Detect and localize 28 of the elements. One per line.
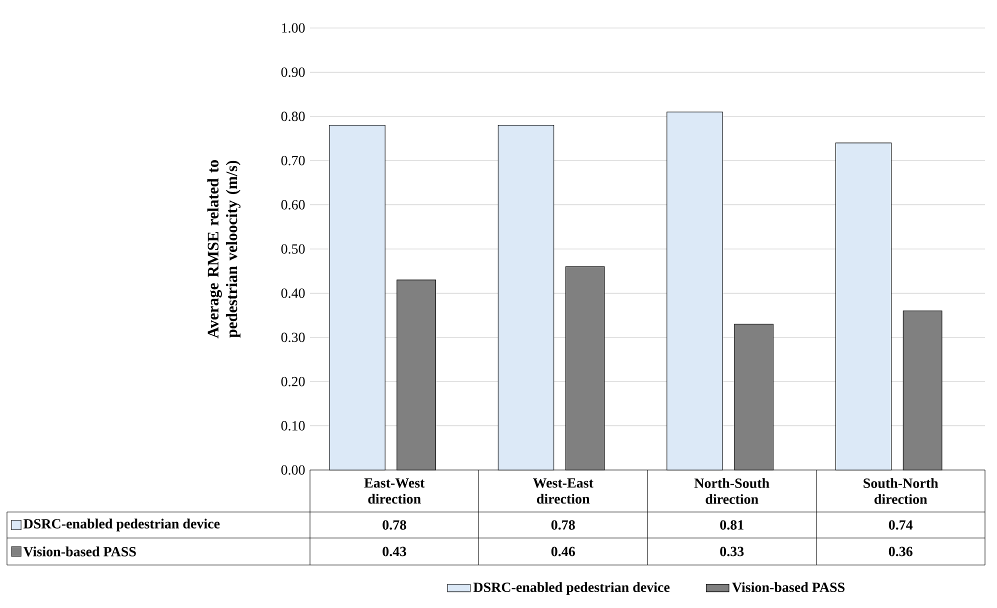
data-label: 0.78	[382, 520, 406, 530]
y-tick-label: 0.80	[281, 112, 305, 122]
legend-label: DSRC-enabled pedestrian device	[473, 582, 670, 595]
legend-label: Vision-based PASS	[732, 582, 845, 592]
y-tick-label: 1.00	[282, 23, 305, 33]
text: DSRC-enabled pedestrian device	[24, 518, 220, 532]
y-axis-title: Average RMSE related to pedestrian veloocity (m/s)	[207, 160, 240, 338]
y-tick-label: 0.90	[281, 67, 305, 77]
data-label: 0.33	[720, 546, 744, 556]
data-label: 0.74	[888, 520, 913, 530]
data-label: 0.36	[888, 546, 912, 556]
x-tick-label: South-North direction	[864, 478, 938, 504]
text: Vision-based PASS	[23, 546, 136, 556]
x-tick-label: North-South direction	[694, 478, 770, 504]
data-label: 0.81	[720, 520, 744, 530]
data-label: 0.78	[551, 520, 575, 530]
y-tick-label: 0.50	[281, 244, 305, 254]
y-tick-label: 0.30	[281, 332, 305, 342]
y-tick-label: 0.40	[281, 288, 305, 298]
x-tick-label: East-West direction	[364, 478, 425, 504]
data-label: 0.46	[551, 546, 575, 556]
y-tick-label: 0.00	[281, 465, 305, 475]
y-tick-label: 0.10	[281, 421, 305, 431]
y-tick-label: 0.20	[281, 376, 305, 386]
y-tick-label: 0.70	[281, 156, 305, 166]
y-tick-label: 0.60	[281, 200, 305, 210]
data-label: 0.43	[382, 546, 406, 556]
x-tick-label: West-East direction	[532, 478, 594, 504]
